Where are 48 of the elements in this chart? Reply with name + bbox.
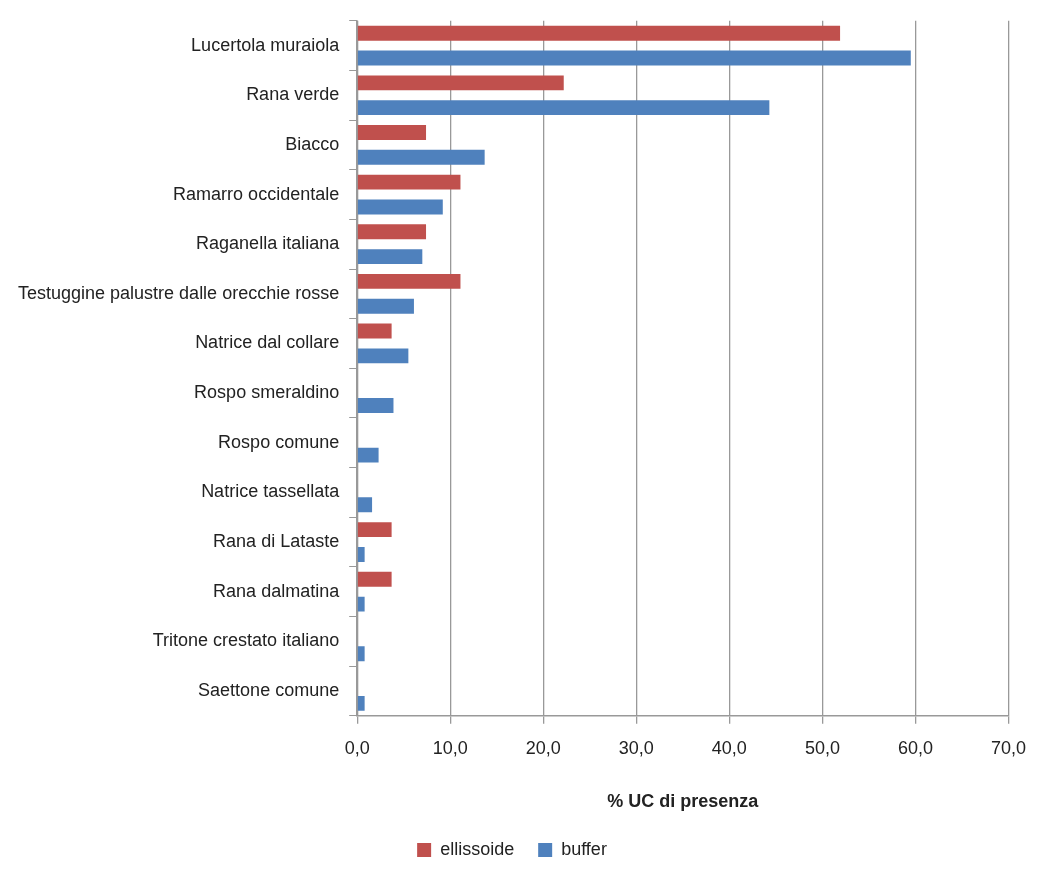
y-tick-label: Raganella italiana xyxy=(196,233,341,254)
bar xyxy=(357,447,379,463)
y-tick-label: Ramarro occidentale xyxy=(173,183,340,204)
y-tick-label: Rospo smeraldino xyxy=(194,382,340,403)
bar xyxy=(357,50,911,66)
y-tick-label: Natrice dal collare xyxy=(195,332,340,353)
bar xyxy=(357,125,427,140)
bar xyxy=(357,695,365,711)
x-tick-label: 20,0 xyxy=(525,737,561,758)
legend-label: ellissoide xyxy=(440,838,515,859)
y-tick-label: Saettone comune xyxy=(198,679,340,700)
bar xyxy=(357,249,423,265)
bar xyxy=(357,174,461,190)
bar xyxy=(357,25,841,41)
bar xyxy=(357,348,409,364)
bar xyxy=(357,547,365,562)
x-tick-label: 50,0 xyxy=(804,737,840,758)
bar xyxy=(357,596,365,612)
bar xyxy=(357,273,461,289)
x-axis-title: % UC di presenza xyxy=(607,791,760,812)
legend-label: buffer xyxy=(561,838,607,859)
bar xyxy=(357,149,485,165)
x-tick-label: 0,0 xyxy=(344,737,370,758)
bar xyxy=(357,298,414,314)
bar xyxy=(357,398,394,413)
y-tick-label: Testuggine palustre dalle orecchie rosse xyxy=(18,282,340,303)
bar xyxy=(357,199,443,215)
x-tick-label: 60,0 xyxy=(897,737,933,758)
y-tick-label: Tritone crestato italiano xyxy=(152,630,340,651)
bar xyxy=(357,323,392,339)
bar xyxy=(357,522,392,538)
y-tick-label: Lucertola muraiola xyxy=(191,34,341,55)
y-tick-label: Natrice tassellata xyxy=(201,481,341,502)
y-tick-label: Rana verde xyxy=(246,84,340,105)
y-tick-label: Rospo comune xyxy=(218,431,340,452)
x-tick-label: 40,0 xyxy=(711,737,747,758)
bar xyxy=(357,646,365,662)
bar xyxy=(357,497,373,513)
x-tick-label: 30,0 xyxy=(618,737,654,758)
y-tick-label: Rana di Lataste xyxy=(213,531,340,552)
y-tick-label: Rana dalmatina xyxy=(213,580,341,601)
y-tick-label: Biacco xyxy=(285,133,340,154)
bar xyxy=(357,75,564,91)
x-tick-label: 70,0 xyxy=(990,737,1027,758)
bar xyxy=(357,571,392,587)
bar xyxy=(357,224,427,240)
bar xyxy=(357,100,770,116)
x-tick-label: 10,0 xyxy=(432,737,468,758)
